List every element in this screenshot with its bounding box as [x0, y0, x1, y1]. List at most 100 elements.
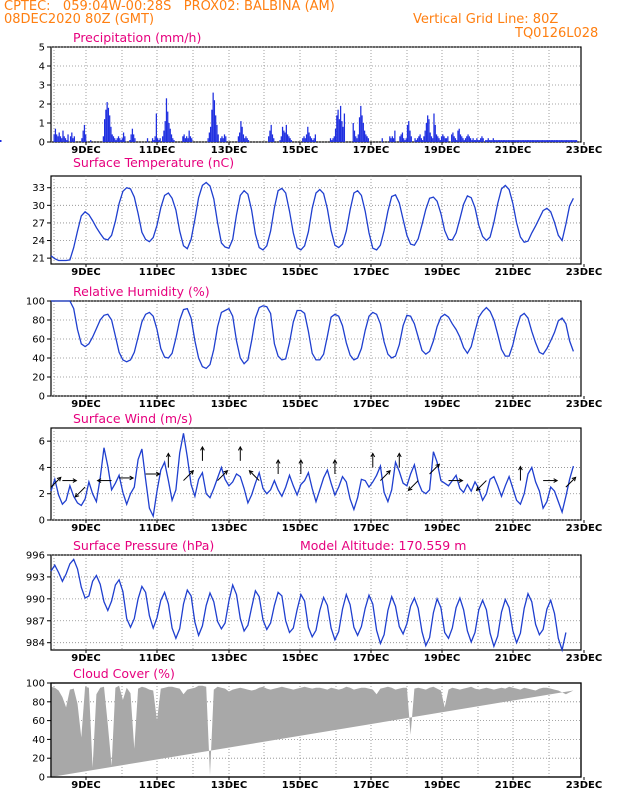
wind-arrow-head — [298, 458, 304, 464]
x-tick-label: 11DEC — [139, 780, 175, 791]
precip-bar — [362, 123, 364, 142]
y-tick-label: 984 — [26, 638, 45, 649]
x-tick-label: 9DEC — [71, 653, 100, 664]
precip-bar — [280, 136, 282, 142]
y-tick-label: 4 — [39, 62, 45, 73]
y-tick-label: 80 — [32, 316, 45, 327]
precip-bar — [451, 134, 453, 142]
precip-bar — [463, 140, 465, 142]
precip-bar — [355, 136, 357, 142]
precip-bar — [505, 140, 507, 142]
y-tick-label: 80 — [32, 697, 45, 708]
y-tick-label: 27 — [32, 218, 45, 229]
x-tick-label: 19DEC — [424, 653, 460, 664]
precip-bar — [381, 138, 383, 142]
precip-bar — [511, 140, 513, 142]
precip-bar — [366, 136, 368, 142]
x-tick-label: 23DEC — [566, 523, 602, 534]
wind-arrow — [408, 480, 419, 491]
precip-bar — [225, 136, 227, 142]
wind-arrow-head — [571, 476, 577, 482]
wind-arrow-head — [475, 486, 481, 492]
precip-bar — [358, 117, 361, 142]
precip-bar — [212, 92, 214, 142]
precip-bar — [151, 138, 154, 142]
precip-bar — [406, 124, 409, 142]
wind-arrow — [249, 470, 260, 481]
precip-bar — [434, 124, 436, 142]
precip-bar — [456, 140, 458, 142]
precip-bar — [525, 140, 527, 142]
precip-bar — [443, 136, 445, 142]
precip-bar — [565, 140, 568, 142]
precip-bar — [528, 140, 530, 142]
wind-arrow-head — [56, 476, 62, 482]
precip-bar — [557, 140, 559, 142]
precip-bar — [549, 140, 551, 142]
precip-bar — [540, 140, 542, 142]
precip-bar — [545, 140, 547, 142]
precip-bar — [400, 134, 402, 142]
precip-bar — [154, 136, 156, 142]
precip-bar — [207, 138, 209, 142]
y-tick-label: 20 — [32, 754, 45, 765]
precip-bar — [392, 138, 395, 142]
x-tick-label: 9DEC — [71, 780, 100, 791]
precip-bar — [522, 140, 525, 142]
x-tick-label: 19DEC — [424, 780, 460, 791]
precip-bar — [410, 136, 412, 142]
precip-bar — [466, 136, 468, 142]
precip-bar — [356, 138, 358, 142]
wind-arrow-head — [166, 452, 171, 458]
precip-bar — [117, 136, 120, 142]
x-tick-label: 9DEC — [71, 145, 100, 156]
precip-bar — [213, 100, 216, 142]
x-tick-label: 19DEC — [424, 267, 460, 278]
precip-bar — [530, 140, 532, 142]
precip-bar — [210, 126, 212, 142]
precip-bar — [245, 136, 247, 142]
precip-bar — [544, 140, 546, 142]
wind-arrow — [50, 476, 62, 488]
y-tick-label: 24 — [32, 236, 45, 247]
precip-bar — [389, 136, 391, 142]
precip-bar — [458, 128, 460, 142]
x-tick-label: 13DEC — [211, 399, 247, 410]
panel-title: Surface Pressure (hPa) — [73, 538, 214, 553]
x-tick-label: 11DEC — [139, 523, 175, 534]
precip-bar — [462, 138, 464, 142]
precip-bar — [493, 140, 496, 142]
precip-bar — [445, 138, 448, 142]
precip-bar — [404, 140, 406, 142]
header-station: CPTEC: 059:04W-00:28S PROX02: BALBINA (A… — [4, 0, 335, 14]
wind-arrow — [380, 470, 391, 481]
y-tick-label: 40 — [32, 735, 45, 746]
precip-bar — [488, 140, 491, 142]
y-tick-label: 33 — [32, 183, 45, 194]
precip-bar — [454, 138, 457, 142]
precip-bar — [435, 134, 438, 142]
precip-bar — [307, 126, 309, 142]
precip-bar — [575, 140, 578, 142]
wind-arrow — [429, 463, 440, 475]
precip-bar — [188, 130, 190, 142]
precip-bar — [427, 115, 429, 142]
precip-bar — [536, 140, 539, 142]
precip-bar — [424, 130, 426, 142]
wind-arrow-head — [155, 471, 161, 477]
precip-bar — [240, 121, 242, 142]
x-tick-label: 21DEC — [495, 780, 531, 791]
wind-arrow-head — [407, 486, 413, 492]
precip-bar — [333, 136, 335, 142]
wind-arrow — [183, 470, 194, 481]
precip-bar — [415, 140, 417, 142]
precip-bar — [572, 140, 574, 142]
precip-bar — [0, 140, 2, 142]
precip-bar — [506, 140, 508, 142]
wind-arrow-head — [200, 445, 205, 451]
x-tick-label: 13DEC — [211, 780, 247, 791]
x-tick-label: 17DEC — [353, 267, 389, 278]
precip-bar — [310, 138, 313, 142]
precip-bar — [71, 132, 73, 142]
x-tick-label: 11DEC — [139, 145, 175, 156]
